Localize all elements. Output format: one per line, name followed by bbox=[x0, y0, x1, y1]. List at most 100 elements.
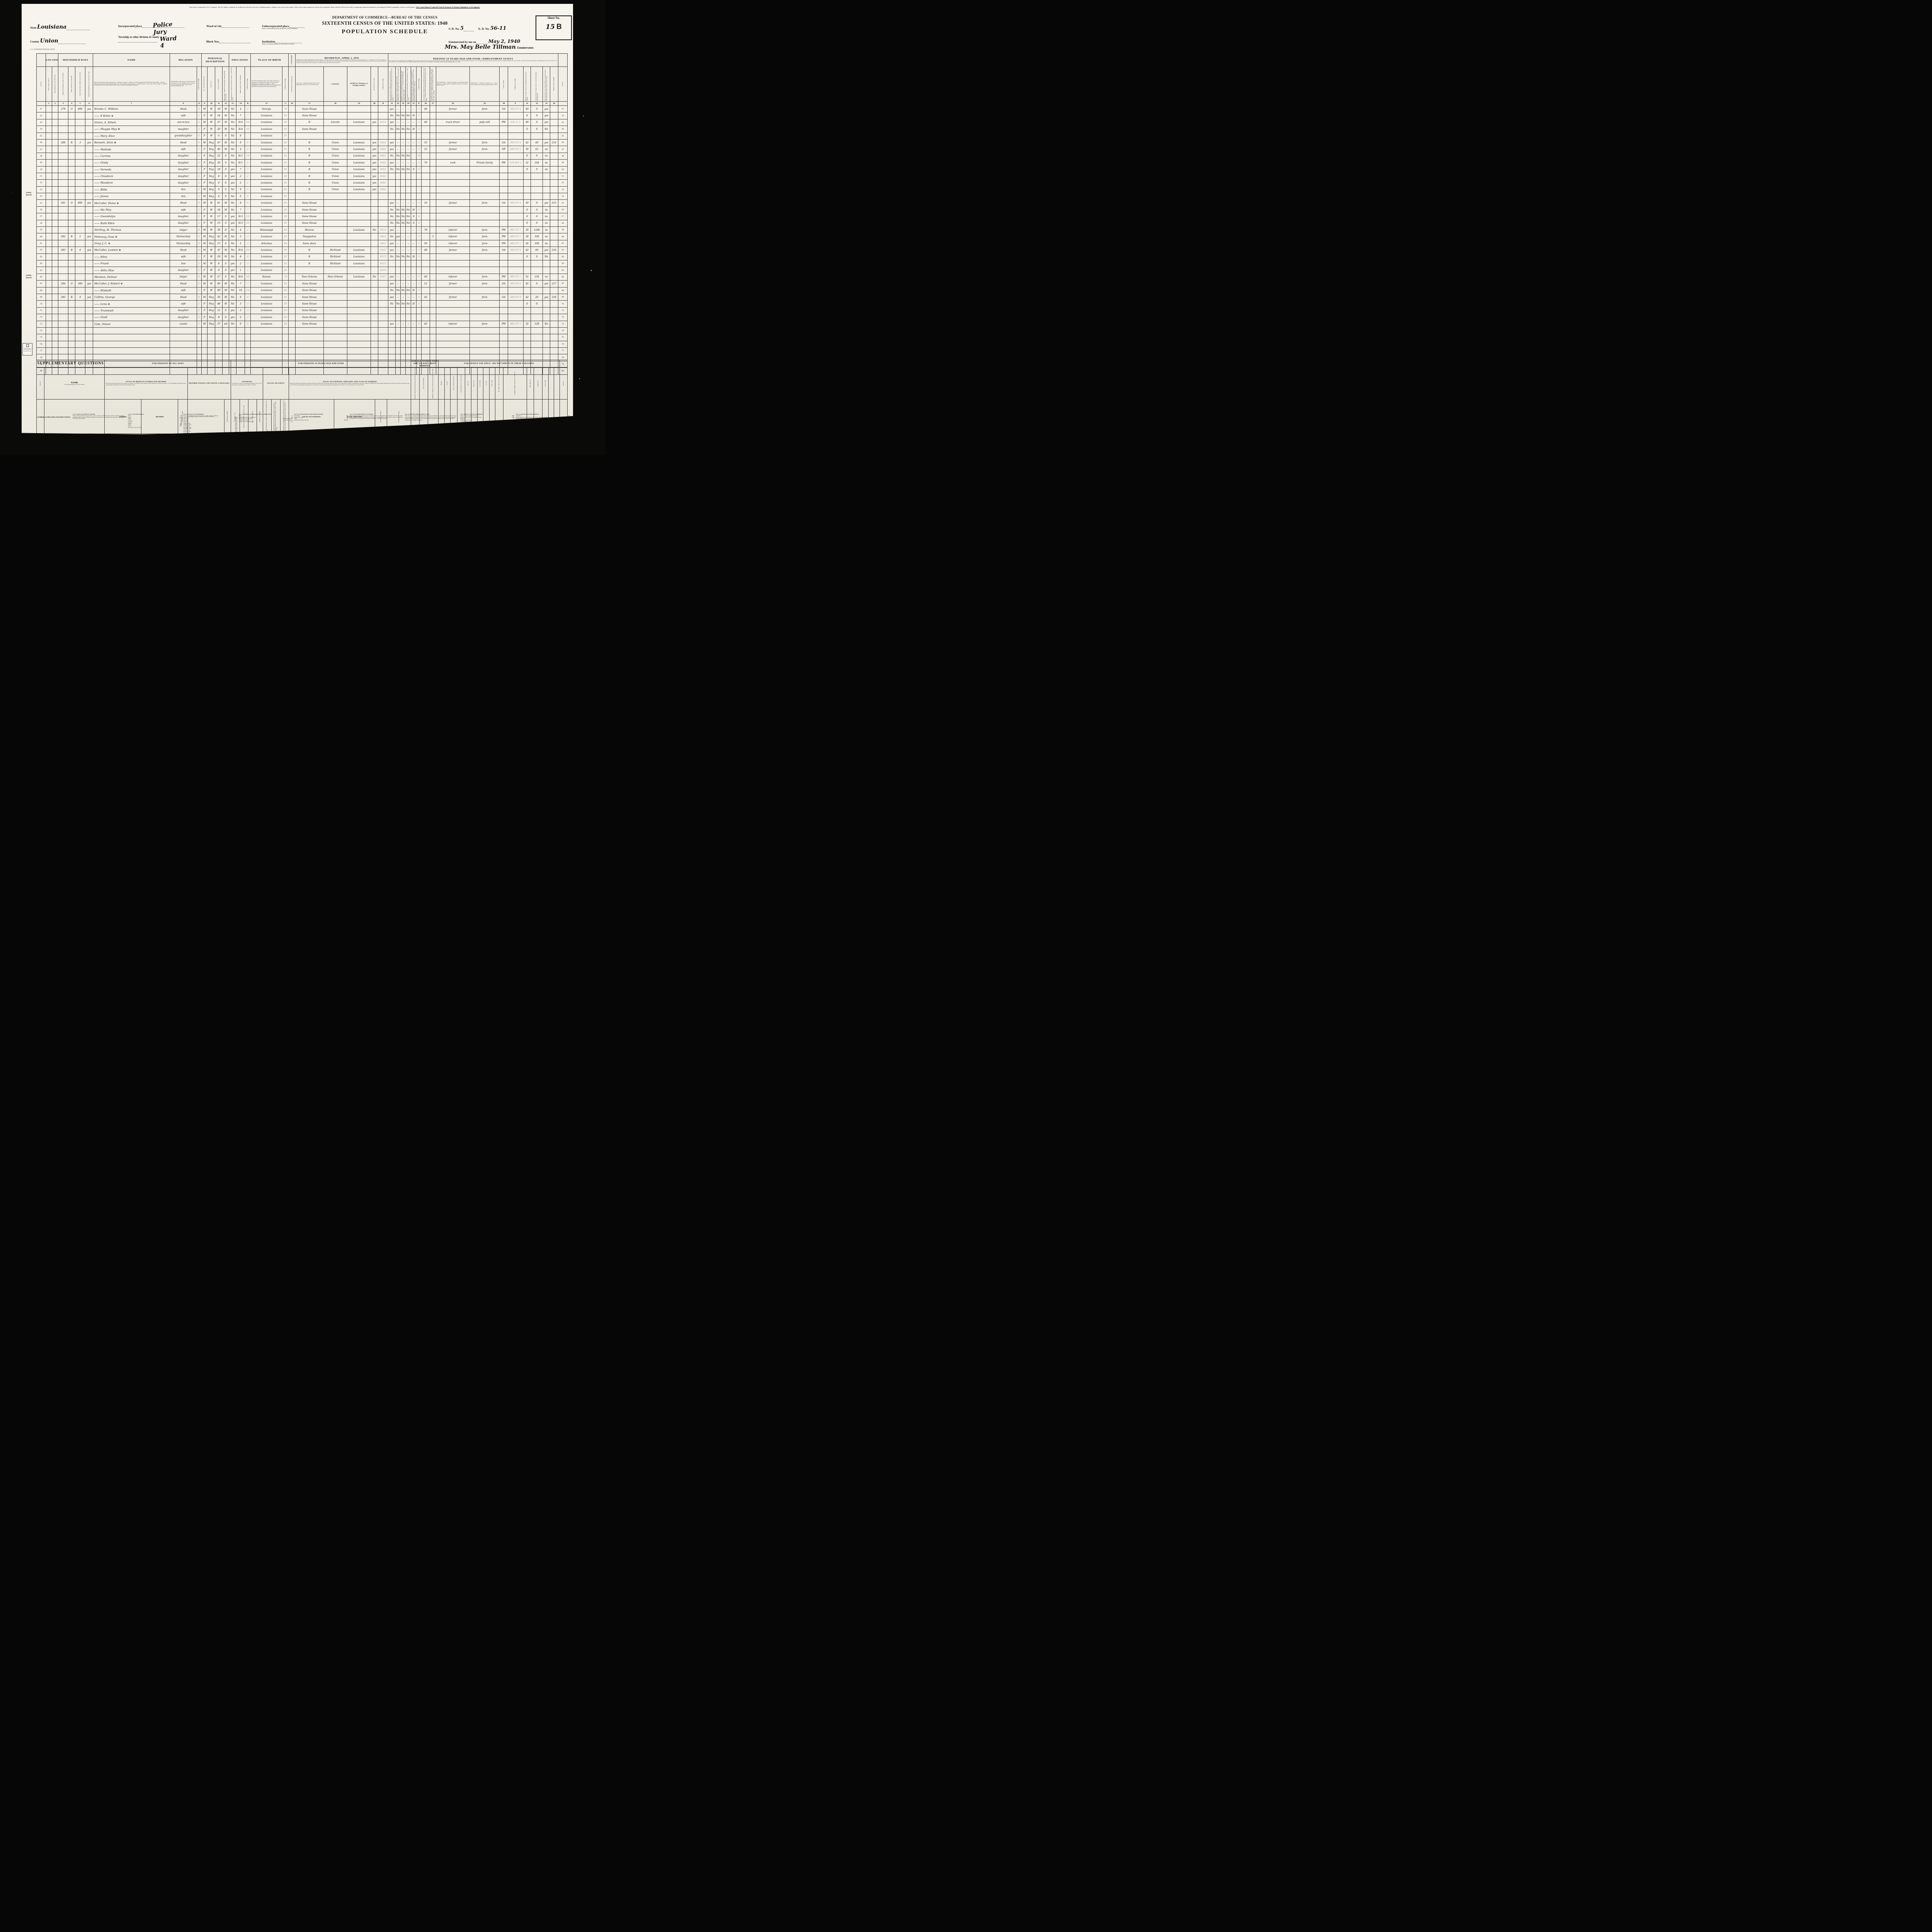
supp-column-header bbox=[548, 367, 554, 400]
cell bbox=[410, 186, 417, 194]
cell: – bbox=[400, 320, 406, 328]
note-code-pair: Spanish-American War and World War SW bbox=[515, 418, 570, 420]
line-number-cell: 58 bbox=[36, 219, 46, 227]
cell bbox=[93, 327, 170, 335]
cell bbox=[395, 267, 401, 274]
cell: – bbox=[395, 119, 401, 126]
cell: Louisiana bbox=[250, 179, 283, 187]
cell bbox=[288, 132, 296, 139]
cell: 10 bbox=[245, 152, 251, 160]
cell: – bbox=[400, 105, 406, 113]
cell bbox=[347, 199, 371, 207]
supp-column-number: 44 bbox=[280, 434, 289, 438]
table-row: 76 76 bbox=[36, 340, 568, 348]
cell: Head bbox=[170, 105, 197, 113]
cell: Same House bbox=[295, 126, 324, 133]
cell: Louisiana bbox=[250, 300, 283, 308]
note-code-pair: Alien Al bbox=[294, 418, 348, 420]
cell: farm bbox=[469, 280, 500, 287]
cell bbox=[58, 307, 69, 315]
cell bbox=[416, 327, 422, 335]
cell bbox=[178, 438, 188, 447]
cell: 1 bbox=[527, 438, 534, 447]
cell bbox=[378, 300, 389, 308]
cell: 1 bbox=[543, 438, 549, 447]
cell bbox=[51, 226, 58, 234]
cell bbox=[68, 260, 75, 267]
cell: 10 bbox=[245, 287, 251, 294]
line-number-cell: 71 bbox=[558, 307, 568, 315]
cell: 0 bbox=[245, 293, 251, 301]
supp-column-number: I bbox=[257, 434, 263, 438]
cell: R bbox=[295, 172, 324, 180]
cell: – bbox=[405, 139, 411, 146]
line-number-cell: 52 bbox=[36, 179, 46, 187]
cell: 20 bbox=[245, 213, 251, 220]
cell: 000 VV 4 bbox=[507, 293, 524, 301]
note-code-pair: Hindu Hin bbox=[128, 423, 182, 425]
cell: 42 bbox=[421, 293, 430, 301]
cell: 9 bbox=[245, 159, 251, 167]
gpo-imprint: U. S. GOVERNMENT PRINTING OFFICE bbox=[30, 49, 55, 50]
column-group-header: EDUCATION bbox=[229, 53, 251, 67]
cell: 69 bbox=[215, 287, 223, 294]
cell: Same House bbox=[295, 206, 324, 214]
cell: 4 bbox=[236, 105, 245, 113]
cell bbox=[429, 105, 436, 113]
line-number-cell: 63 bbox=[36, 253, 46, 260]
cell: 3 bbox=[196, 233, 202, 240]
cell bbox=[288, 280, 296, 287]
column-number: 12 bbox=[222, 101, 230, 106]
cell: M bbox=[201, 280, 208, 287]
cell: 54 bbox=[215, 206, 223, 214]
cell bbox=[45, 226, 52, 234]
cell: 0 bbox=[531, 219, 543, 227]
supp-column-number: X bbox=[543, 434, 549, 438]
cell: 283 bbox=[58, 247, 69, 254]
cell: 0 bbox=[531, 119, 543, 126]
line-number-cell: 74 bbox=[36, 327, 46, 335]
cell bbox=[68, 267, 75, 274]
line-number-cell: 52 bbox=[558, 179, 568, 187]
cell: Louisiana bbox=[347, 172, 371, 180]
line-number-cell: 42 bbox=[558, 112, 568, 119]
cell: – bbox=[405, 280, 411, 287]
supp-column-header: Age at first marriage bbox=[419, 367, 429, 400]
cell bbox=[229, 347, 236, 355]
cell: 29 bbox=[215, 253, 223, 260]
cell: yes bbox=[229, 314, 236, 321]
cell bbox=[257, 447, 263, 455]
cell bbox=[410, 260, 417, 267]
cell: – bbox=[400, 273, 406, 281]
cell bbox=[395, 334, 401, 341]
cell: Louisiana bbox=[250, 199, 283, 207]
cell: yes bbox=[229, 179, 236, 187]
cell: F bbox=[201, 132, 208, 139]
cell: 8523 bbox=[378, 247, 389, 254]
cell: 000 VV 4 bbox=[507, 199, 524, 207]
column-number bbox=[558, 101, 568, 106]
cell: 7 bbox=[245, 166, 251, 173]
cell: 2 bbox=[236, 172, 245, 180]
supp-column-header bbox=[554, 367, 560, 400]
cell: – bbox=[410, 146, 417, 153]
cell: F bbox=[201, 300, 208, 308]
cell bbox=[378, 126, 389, 133]
cell: Neg bbox=[207, 152, 216, 160]
cell bbox=[378, 213, 389, 220]
cell bbox=[549, 219, 558, 227]
cell: 6 bbox=[196, 240, 202, 247]
cell: No bbox=[229, 253, 236, 260]
cell bbox=[85, 347, 94, 355]
cell bbox=[323, 267, 347, 274]
cell bbox=[416, 307, 422, 315]
cell bbox=[45, 213, 52, 220]
cell: yes bbox=[395, 233, 401, 240]
line-number-cell: 67 bbox=[36, 280, 46, 287]
cell bbox=[416, 267, 422, 274]
note-code-pair: Other war or expedition Ot bbox=[515, 420, 570, 422]
cell: 70 bbox=[282, 273, 289, 281]
cell bbox=[347, 320, 371, 328]
cell bbox=[323, 233, 347, 240]
cell: 47 bbox=[215, 139, 223, 146]
